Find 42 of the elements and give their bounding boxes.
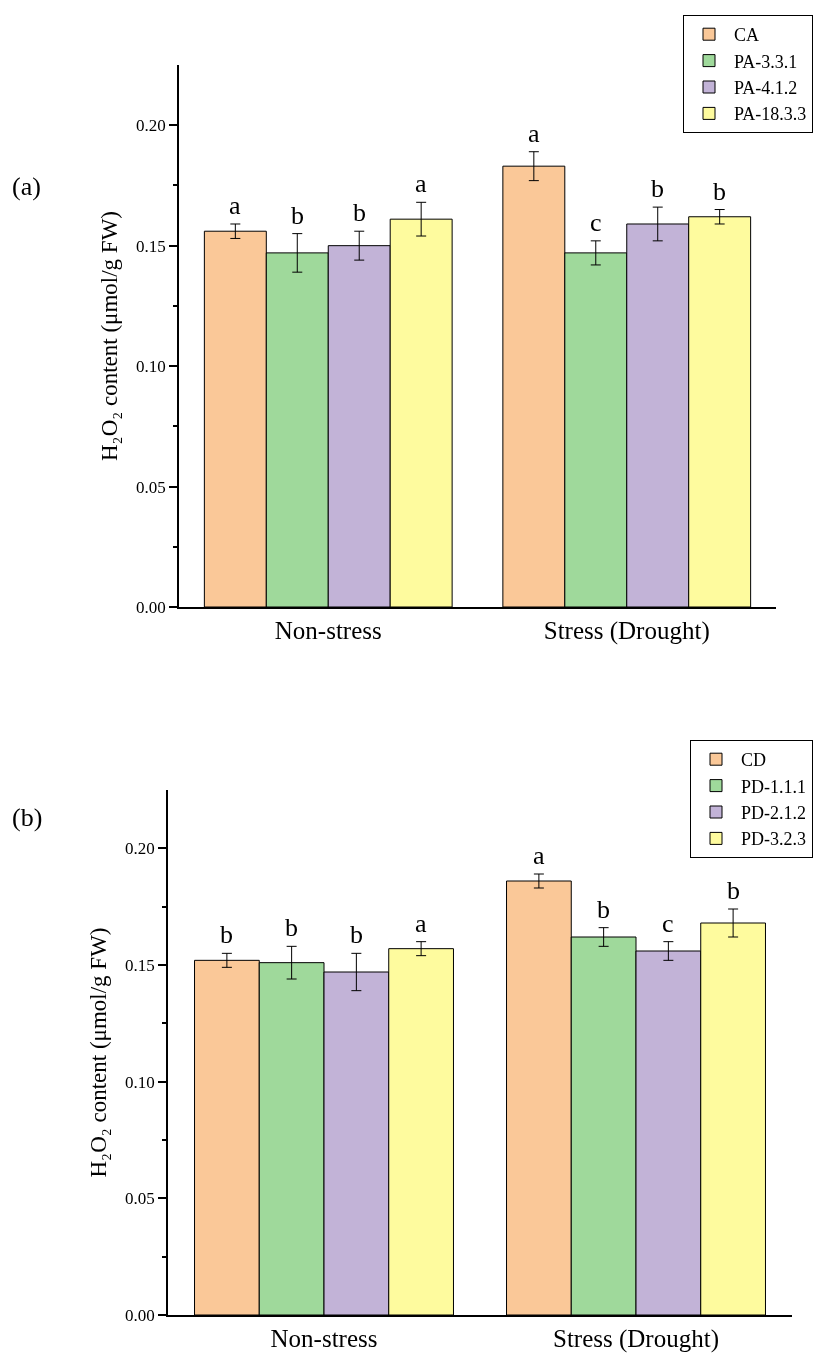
data-label: b xyxy=(220,920,233,949)
data-label: b xyxy=(291,201,304,230)
y-tick-label: 0.00 xyxy=(136,597,166,617)
legend-label: PA-4.1.2 xyxy=(734,78,798,99)
data-label: c xyxy=(662,909,674,938)
y-tick-label: 0.05 xyxy=(125,1189,155,1209)
data-label: a xyxy=(528,119,540,148)
x-tick-label: Stress (Drought) xyxy=(543,617,710,645)
legend-label: PA-18.3.3 xyxy=(734,104,807,125)
data-label: b xyxy=(597,895,610,924)
y-tick-label: 0.10 xyxy=(136,357,166,377)
data-label: b xyxy=(651,174,664,203)
text: (a) xyxy=(12,172,41,201)
legend-label: CA xyxy=(734,25,760,46)
data-label: a xyxy=(229,191,241,220)
y-tick-label: 0.20 xyxy=(125,839,155,859)
y-tick-label: 0.20 xyxy=(136,116,166,136)
y-axis-title: H₂O₂ content (μmol/g FW) xyxy=(86,927,112,1178)
y-tick-label: 0.00 xyxy=(125,1305,155,1325)
legend-label: PA-3.3.1 xyxy=(734,51,798,72)
text: (b) xyxy=(12,803,43,832)
data-label: c xyxy=(590,208,602,237)
data-label: a xyxy=(415,909,427,938)
data-label: a xyxy=(533,841,545,870)
x-tick-label: Non-stress xyxy=(274,617,382,644)
x-tick-label: Non-stress xyxy=(270,1325,378,1352)
y-tick-label: 0.05 xyxy=(136,477,166,497)
data-label: b xyxy=(713,177,726,206)
data-label: b xyxy=(285,913,298,942)
y-axis-title: H₂O₂ content (μmol/g FW) xyxy=(97,210,123,462)
y-tick-label: 0.15 xyxy=(125,955,155,975)
legend-label: CD xyxy=(741,750,767,771)
x-tick-label: Stress (Drought) xyxy=(553,1325,719,1353)
legend-label: PD-2.1.2 xyxy=(741,803,807,824)
data-label: a xyxy=(415,169,427,198)
data-label: b xyxy=(727,876,740,905)
y-tick-label: 0.15 xyxy=(136,236,166,256)
data-label: b xyxy=(350,920,363,949)
y-tick-label: 0.10 xyxy=(125,1072,155,1092)
data-label: b xyxy=(353,198,366,227)
legend-label: PD-3.2.3 xyxy=(741,829,807,850)
legend-label: PD-1.1.1 xyxy=(741,776,807,797)
